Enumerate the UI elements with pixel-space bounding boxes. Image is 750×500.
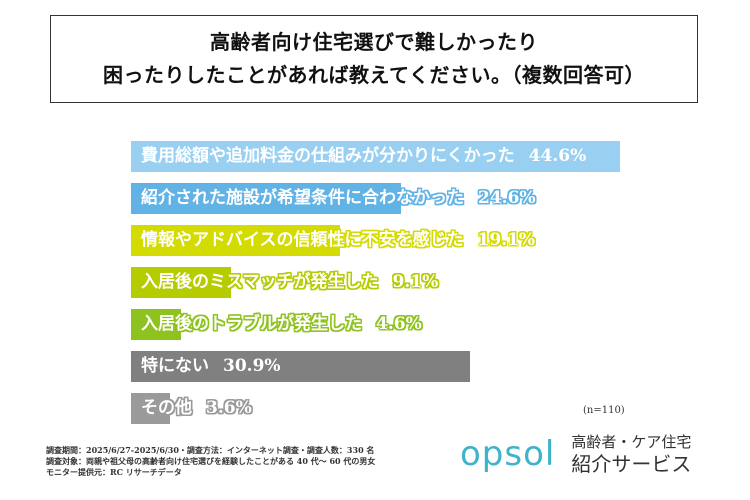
opsol-logo: opsol 高齢者・ケア住宅 紹介サービス <box>460 432 691 476</box>
value-label: 3.6% <box>206 398 252 418</box>
title-line-2: 困ったりしたことがあれば教えてください。（複数回答可） <box>103 63 645 87</box>
note-provider: モニター提供元：RC リサーチデータ <box>46 467 182 477</box>
bar <box>131 351 470 382</box>
bar-label: 入居後のトラブルが発生した 4.6% <box>141 309 422 340</box>
bar <box>131 141 620 172</box>
bar <box>131 267 231 298</box>
bar-label: 入居後のミスマッチが発生した 9.1% <box>141 267 438 298</box>
sample-size: (n=110) <box>583 405 625 416</box>
category-label: 特にない <box>141 356 209 376</box>
bar-label: 紹介された施設が希望条件に合わなかった 24.6% <box>141 183 536 214</box>
title-line-1: 高齢者向け住宅選びで難しかったり <box>210 30 538 54</box>
bar <box>131 309 182 340</box>
bar-label: 費用総額や追加料金の仕組みが分かりにくかった 44.6% <box>141 141 586 172</box>
bar <box>131 183 401 214</box>
value-label: 4.6% <box>376 314 422 334</box>
bar-label: 情報やアドバイスの信頼性に不安を感じた 19.1% <box>141 225 535 256</box>
category-label: 入居後のトラブルが発生した <box>141 314 362 334</box>
category-label: 情報やアドバイスの信頼性に不安を感じた <box>141 230 464 250</box>
title-box: 高齢者向け住宅選びで難しかったり 困ったりしたことがあれば教えてください。（複数… <box>50 15 698 103</box>
category-label: 紹介された施設が希望条件に合わなかった <box>141 188 464 208</box>
value-label: 44.6% <box>528 146 587 166</box>
category-label: 費用総額や追加料金の仕組みが分かりにくかった <box>141 146 515 166</box>
note-period: 調査期間：2025/6/27-2025/6/30・調査方法：インターネット調査・… <box>46 445 375 455</box>
value-label: 24.6% <box>478 188 536 208</box>
logo-brand: opsol <box>460 434 556 474</box>
survey-notes: 調査期間：2025/6/27-2025/6/30・調査方法：インターネット調査・… <box>46 445 375 478</box>
bar-label: 特にない 30.9% <box>141 351 281 382</box>
bar <box>131 225 341 256</box>
note-target: 調査対象：両親や祖父母の高齢者向け住宅選びを経験したことがある 40 代～ 60… <box>46 456 376 466</box>
bar-label: その他 3.6% <box>141 393 252 424</box>
logo-line-1: 高齢者・ケア住宅 <box>571 433 692 451</box>
value-label: 9.1% <box>392 272 439 292</box>
category-label: 入居後のミスマッチが発生した <box>141 272 379 292</box>
category-label: その他 <box>141 398 192 418</box>
value-label: 19.1% <box>477 230 536 250</box>
value-label: 30.9% <box>223 356 281 376</box>
bar <box>131 393 171 424</box>
logo-line-2: 紹介サービス <box>571 452 692 476</box>
